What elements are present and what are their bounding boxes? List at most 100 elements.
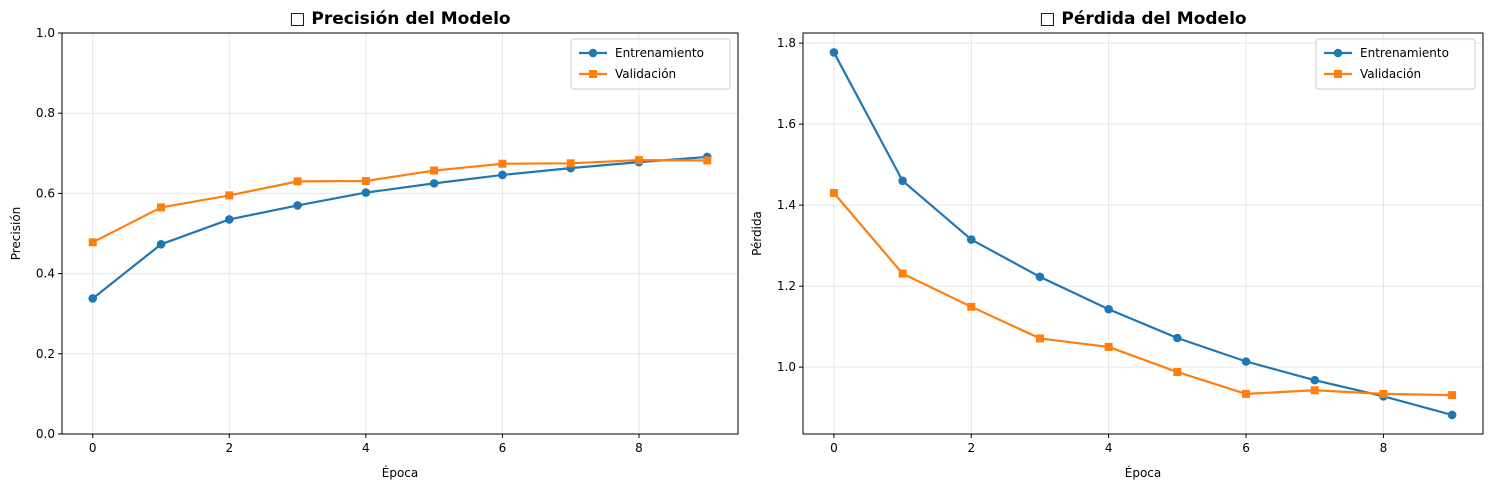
legend-swatch-validation bbox=[579, 70, 607, 78]
data-point-validation bbox=[1310, 386, 1319, 395]
y-tick-label: 0.6 bbox=[36, 186, 55, 200]
data-point-validation bbox=[293, 177, 302, 186]
data-point-train bbox=[498, 170, 507, 180]
y-tick-label: 0.8 bbox=[36, 106, 55, 120]
data-point-validation bbox=[898, 269, 907, 278]
legend-marker bbox=[1333, 48, 1343, 58]
legend-label-validation: Validación bbox=[615, 67, 676, 81]
data-point-train bbox=[293, 201, 302, 210]
data-point-validation bbox=[1448, 391, 1457, 400]
x-tick-label: 2 bbox=[967, 441, 975, 455]
y-tick-label: 0.2 bbox=[36, 347, 55, 361]
data-point-validation bbox=[498, 159, 507, 168]
data-point-train bbox=[429, 179, 439, 188]
y-tick-label: 1.6 bbox=[777, 117, 796, 131]
loss-y-axis-label: Pérdida bbox=[750, 211, 764, 256]
legend-entry-train: Entrenamiento bbox=[579, 46, 704, 60]
x-tick-label: 4 bbox=[1105, 441, 1113, 455]
data-point-train bbox=[898, 176, 907, 186]
data-point-train bbox=[361, 188, 371, 197]
data-point-train bbox=[1241, 357, 1251, 366]
accuracy-chart: 0 2 4 6 8 0.0 0.2 0.4 0.6 0.8 1.0 □ Precisión del… bbox=[9, 9, 739, 480]
legend-label-train: Entrenamiento bbox=[615, 46, 704, 60]
y-tick-label: 1.8 bbox=[777, 36, 796, 50]
data-point-train bbox=[1104, 304, 1113, 314]
data-point-train bbox=[224, 215, 234, 224]
data-point-train bbox=[156, 240, 166, 249]
legend-swatch-train bbox=[1324, 48, 1352, 58]
legend-entry-train: Entrenamiento bbox=[1324, 46, 1449, 60]
legend-label-validation: Validación bbox=[1360, 67, 1421, 81]
data-point-validation bbox=[1379, 389, 1388, 398]
data-point-validation bbox=[829, 188, 838, 197]
accuracy-x-ticks: 0 2 4 6 8 bbox=[89, 434, 643, 455]
accuracy-y-axis-label: Precisión bbox=[9, 207, 23, 261]
series-line-train bbox=[91, 155, 709, 300]
legend-marker bbox=[589, 70, 597, 78]
data-point-validation bbox=[361, 176, 370, 185]
loss-legend: Entrenamiento Validación bbox=[1315, 38, 1476, 90]
x-tick-label: 2 bbox=[225, 441, 233, 455]
y-tick-label: 1.2 bbox=[777, 279, 796, 293]
data-point-validation bbox=[566, 159, 575, 168]
loss-plot-frame bbox=[802, 32, 1484, 435]
loss-series-train bbox=[829, 48, 1457, 420]
x-tick-label: 0 bbox=[830, 441, 838, 455]
data-point-validation bbox=[634, 156, 643, 165]
legend-entry-validation: Validación bbox=[579, 67, 676, 81]
legend-marker bbox=[1334, 70, 1342, 78]
data-point-validation bbox=[1173, 368, 1182, 377]
y-tick-label: 1.0 bbox=[36, 26, 55, 40]
loss-x-axis-label: Época bbox=[1125, 465, 1162, 480]
accuracy-x-axis-label: Época bbox=[382, 465, 419, 480]
loss-chart-title: □ Pérdida del Modelo bbox=[1039, 9, 1246, 29]
x-tick-label: 0 bbox=[89, 441, 97, 455]
data-point-train bbox=[1310, 375, 1320, 385]
legend-label-train: Entrenamiento bbox=[1360, 46, 1449, 60]
data-point-validation bbox=[967, 302, 976, 311]
data-point-validation bbox=[1035, 334, 1044, 343]
data-point-validation bbox=[157, 203, 166, 212]
x-tick-label: 4 bbox=[362, 441, 370, 455]
x-tick-label: 8 bbox=[635, 441, 643, 455]
loss-grid bbox=[803, 33, 1483, 434]
accuracy-y-ticks: 0.0 0.2 0.4 0.6 0.8 1.0 bbox=[36, 26, 62, 441]
data-point-train bbox=[1447, 410, 1457, 420]
x-tick-label: 6 bbox=[499, 441, 507, 455]
y-tick-label: 1.0 bbox=[777, 360, 796, 374]
loss-legend-box bbox=[1315, 38, 1476, 90]
x-tick-label: 6 bbox=[1242, 441, 1250, 455]
accuracy-series bbox=[88, 152, 712, 303]
data-point-train bbox=[1035, 272, 1045, 282]
y-tick-label: 1.4 bbox=[777, 198, 796, 212]
accuracy-series-validation bbox=[88, 156, 712, 247]
data-point-train bbox=[966, 235, 976, 244]
legend-entry-validation: Validación bbox=[1324, 67, 1421, 81]
data-point-train bbox=[1173, 333, 1182, 343]
loss-series bbox=[829, 48, 1457, 420]
data-point-validation bbox=[1104, 342, 1113, 351]
series-line-validation bbox=[91, 159, 709, 244]
data-point-validation bbox=[1242, 389, 1251, 398]
loss-series-validation bbox=[829, 188, 1457, 400]
data-point-validation bbox=[430, 166, 439, 175]
accuracy-legend: Entrenamiento Validación bbox=[570, 38, 731, 90]
data-point-train bbox=[88, 294, 98, 303]
accuracy-chart-title: □ Precisión del Modelo bbox=[289, 9, 510, 29]
legend-swatch-validation bbox=[1324, 70, 1352, 78]
loss-y-ticks: 1.0 1.2 1.4 1.6 1.8 bbox=[777, 36, 803, 374]
accuracy-plot-frame bbox=[61, 32, 739, 435]
y-tick-label: 0.0 bbox=[36, 427, 55, 441]
data-point-validation bbox=[88, 238, 97, 247]
accuracy-legend-box bbox=[570, 38, 731, 90]
loss-x-ticks: 0 2 4 6 8 bbox=[830, 434, 1387, 455]
loss-chart: 0 2 4 6 8 1.0 1.2 1.4 1.6 1.8 □ Pérdida del Mode… bbox=[750, 9, 1484, 480]
data-point-validation bbox=[225, 191, 234, 200]
legend-swatch-train bbox=[579, 48, 607, 58]
y-tick-label: 0.4 bbox=[36, 267, 55, 281]
series-line-validation bbox=[832, 191, 1454, 397]
legend-marker bbox=[588, 48, 598, 58]
